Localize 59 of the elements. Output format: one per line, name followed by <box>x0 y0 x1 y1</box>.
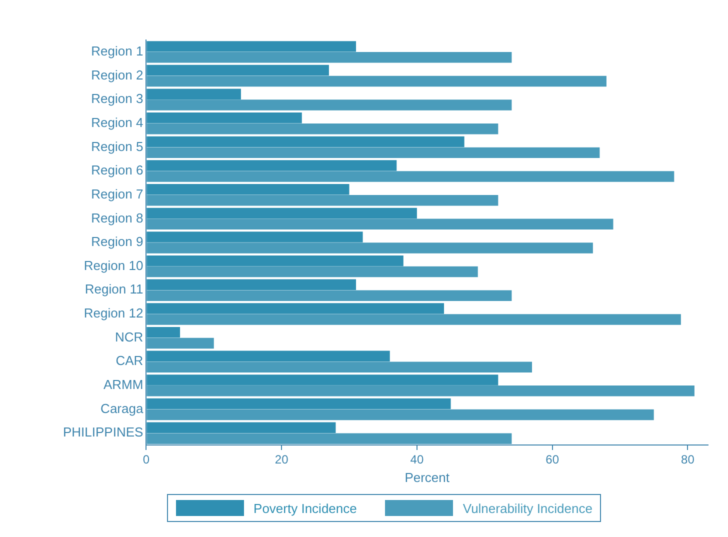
y-tick-label: Region 1 <box>91 43 144 58</box>
y-tick-label: NCR <box>115 329 144 344</box>
y-tick-label: Region 5 <box>91 138 144 154</box>
bar <box>146 374 498 386</box>
y-tick-label: Region 4 <box>91 114 144 130</box>
y-tick-label: Region 3 <box>91 91 144 106</box>
bar <box>146 314 681 325</box>
text: Poverty Incidence <box>254 500 357 516</box>
bar <box>146 290 512 301</box>
bar <box>146 362 532 372</box>
y-tick-label: PHILIPPINES <box>62 424 144 440</box>
bar <box>146 208 417 219</box>
y-tick-label: Region 12 <box>84 306 144 321</box>
bar <box>146 123 498 134</box>
bar <box>146 100 512 110</box>
y-tick-label: Region 8 <box>91 210 144 226</box>
bar <box>146 88 241 100</box>
bar <box>146 386 694 396</box>
x-tick-label: 40 <box>410 452 424 467</box>
x-axis-title: Percent <box>404 470 450 485</box>
y-tick-label: ARMM <box>103 377 144 392</box>
bar <box>146 266 478 278</box>
y-tick-label: Caraga <box>100 400 144 416</box>
bar <box>146 136 464 148</box>
x-tick-label: 60 <box>546 452 560 467</box>
bar <box>146 171 674 182</box>
y-tick-label: Region 6 <box>91 162 144 178</box>
bar <box>146 232 363 242</box>
y-tick-label: Region 7 <box>91 186 144 202</box>
text: Vulnerability Incidence <box>462 500 592 516</box>
bar <box>146 279 356 290</box>
bar <box>146 433 512 444</box>
bar <box>146 326 180 338</box>
bar <box>146 218 614 230</box>
bar <box>146 338 214 349</box>
bar <box>146 422 336 433</box>
bar <box>146 350 390 362</box>
y-tick-label: Region 10 <box>84 258 144 273</box>
bar <box>146 64 329 76</box>
bar <box>146 52 512 63</box>
bar <box>146 76 606 87</box>
x-tick-label: 80 <box>681 452 695 467</box>
bar <box>146 112 302 124</box>
bar <box>146 41 356 52</box>
bar <box>146 255 404 266</box>
y-tick-label: Region 2 <box>91 67 144 82</box>
bar <box>146 147 600 158</box>
x-tick-label: 20 <box>274 452 289 467</box>
bar <box>146 409 654 420</box>
y-tick-label: CAR <box>116 353 144 368</box>
bar <box>146 160 397 171</box>
bar <box>146 194 498 206</box>
bar <box>146 242 593 254</box>
x-tick-label: 0 <box>142 452 150 467</box>
bar <box>146 303 444 314</box>
bar <box>146 184 350 195</box>
bar <box>146 398 451 410</box>
y-tick-label: Region 9 <box>91 234 144 250</box>
y-tick-label: Region 11 <box>84 282 144 297</box>
